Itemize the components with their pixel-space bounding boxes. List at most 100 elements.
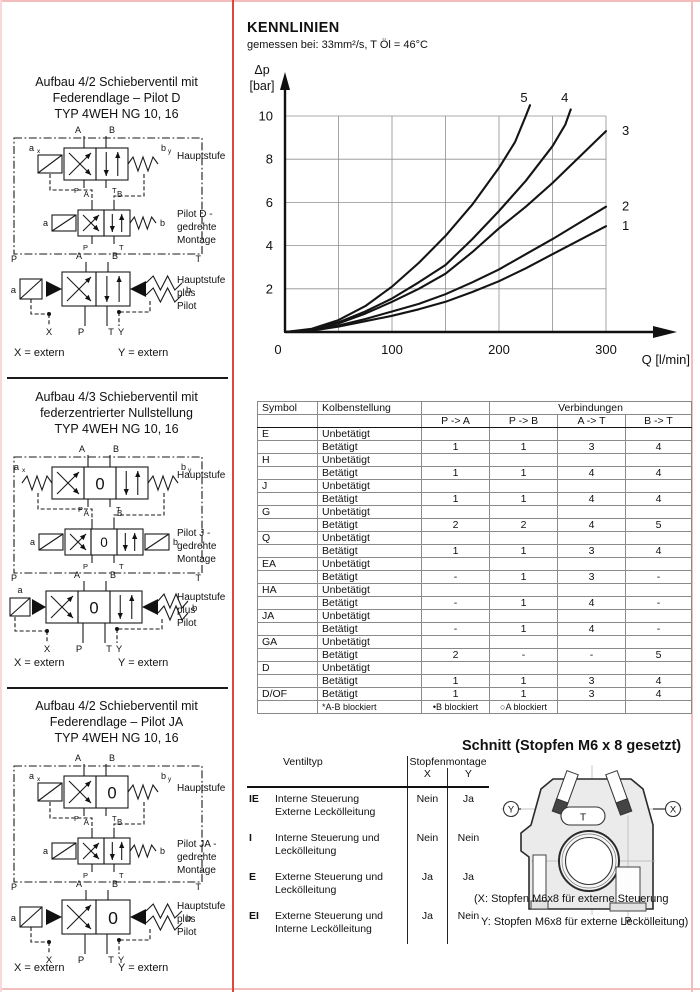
port-y-label: Y	[508, 805, 515, 816]
svg-text:A: A	[74, 570, 80, 580]
svg-text:0: 0	[95, 474, 104, 493]
svg-text:T: T	[196, 882, 202, 892]
table-row: D Unbetätigt	[257, 661, 692, 675]
block-title-line: TYP 4WEH NG 10, 16	[54, 422, 179, 436]
block-title-line: federzentrierter Nullstellung	[40, 406, 193, 420]
table-row: E Externe Steuerung und Leckölleitung Ja Ja	[247, 866, 489, 905]
x-tick: 100	[381, 342, 403, 357]
svg-text:X: X	[46, 327, 53, 338]
stage-label-pilot: Pilot J - gedrehte Montage	[177, 528, 217, 565]
y-axis-label: Δp [bar]	[249, 63, 275, 93]
svg-text:T: T	[119, 243, 124, 252]
x-tick: 300	[595, 342, 617, 357]
table-row: G Unbetätigt	[257, 505, 692, 519]
y-tick: 4	[266, 238, 273, 253]
table-row: HA Unbetätigt	[257, 583, 692, 597]
table-row: Betätigt 1 1 3 4	[257, 674, 692, 688]
table-row: Betätigt -1 4-	[257, 596, 692, 610]
svg-text:a: a	[11, 285, 17, 296]
svg-text:Y: Y	[118, 327, 125, 338]
x-axis-label: Q [l/min]	[641, 352, 690, 367]
page-border-top	[0, 0, 700, 2]
svg-text:x: x	[37, 148, 41, 155]
y-port-marker	[502, 800, 520, 818]
svg-text:b: b	[186, 285, 191, 296]
svg-text:b: b	[161, 143, 166, 153]
svg-text:b: b	[186, 913, 191, 924]
table-row: EA Unbetätigt	[257, 557, 692, 571]
svg-text:T: T	[106, 644, 112, 655]
stage-label-hauptstufe: Hauptstufe	[177, 783, 226, 794]
stage-label-hauptstufe-plus-pilot: Hauptstufe plus Pilot	[177, 275, 226, 312]
svg-text:Y: Y	[118, 955, 125, 966]
svg-text:T: T	[196, 254, 202, 264]
curve-label-4: 4	[561, 90, 568, 105]
svg-text:P: P	[11, 254, 17, 264]
svg-text:T: T	[112, 814, 117, 823]
svg-text:A: A	[84, 190, 90, 199]
svg-text:b: b	[161, 771, 166, 781]
valve-block-pilot-d: Aufbau 4/2 Schieberventil mit Federendla…	[0, 62, 233, 377]
table-row: H Unbetätigt	[257, 453, 692, 467]
svg-text:A: A	[79, 444, 85, 454]
table-row: Betätigt 2 2 4 5	[257, 518, 692, 532]
table-row: JA Unbetätigt	[257, 609, 692, 623]
table-row: Betätigt 1 1 4 4	[257, 492, 692, 506]
block-title-line: Federendlage – Pilot D	[52, 91, 181, 105]
curve-3	[283, 130, 608, 334]
table-row: Betätigt 2- -5	[257, 648, 692, 662]
svg-text:B: B	[117, 818, 122, 827]
block-title: Aufbau 4/2 Schieberventil mit Federendla…	[0, 74, 233, 122]
svg-text:A: A	[75, 753, 81, 763]
svg-text:a: a	[14, 462, 19, 472]
svg-text:a: a	[43, 846, 48, 856]
hydraulic-schematic: P T0A BP Ta x b yA BP Ta b0A Ba bX P T Y	[11, 753, 203, 966]
block-title-line: Aufbau 4/2 Schieberventil mit	[35, 75, 198, 89]
svg-text:P: P	[76, 644, 82, 655]
table-row: GA Unbetätigt	[257, 635, 692, 649]
page-border-left	[0, 0, 2, 992]
svg-text:B: B	[112, 251, 118, 261]
svg-text:a: a	[11, 913, 17, 924]
block-title: Aufbau 4/3 Schieberventil mit federzentr…	[0, 389, 233, 437]
stage-label-pilot: Pilot D - gedrehte Montage	[177, 209, 217, 246]
table-row: Symbol Kolbenstellung Verbindungen	[257, 401, 692, 415]
footnote-x: (X: Stopfen M6x8 für externe Steuerung	[474, 893, 669, 905]
extern-y-label: Y = extern	[118, 657, 169, 669]
y-tick: 2	[266, 281, 273, 296]
port-x-label: X	[670, 805, 677, 816]
y-tick: 6	[266, 195, 273, 210]
table-row: J Unbetätigt	[257, 479, 692, 493]
page-border-bottom	[0, 988, 700, 990]
svg-text:0: 0	[100, 535, 108, 550]
curve-label-3: 3	[622, 123, 629, 138]
extern-y-label: Y = extern	[118, 347, 169, 359]
table-row: I Interne Steuerung und Leckölleitung Nein N…	[247, 827, 489, 866]
section-separator	[7, 377, 228, 379]
page-border-right	[691, 0, 693, 992]
svg-text:T: T	[196, 573, 202, 583]
valve-block-pilot-ja: Aufbau 4/2 Schieberventil mit Federendla…	[0, 692, 233, 992]
svg-text:P: P	[78, 955, 84, 966]
hydraulic-schematic: P TA BP Ta x b yA BP Ta bA Ba bX P T Y	[11, 125, 203, 338]
svg-text:X: X	[44, 644, 51, 655]
table-row: E Unbetätigt	[257, 427, 692, 441]
svg-text:B: B	[117, 509, 122, 518]
extern-x-label: X = extern	[14, 962, 65, 974]
svg-text:X: X	[46, 955, 53, 966]
valve-cross-section: T Y X P	[501, 765, 683, 927]
svg-text:T: T	[119, 562, 124, 571]
svg-text:T: T	[112, 186, 117, 195]
svg-text:B: B	[112, 879, 118, 889]
svg-text:P: P	[74, 814, 79, 823]
svg-text:A: A	[76, 251, 82, 261]
svg-text:A: A	[76, 879, 82, 889]
svg-text:a: a	[43, 218, 48, 228]
column-divider-line	[232, 0, 234, 992]
main-bore-inner	[564, 836, 614, 886]
measurement-conditions: gemessen bei: 33mm²/s, T Öl = 46°C	[247, 39, 428, 51]
